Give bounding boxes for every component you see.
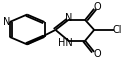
Text: N: N	[65, 13, 72, 23]
Text: O: O	[94, 2, 101, 12]
Text: Cl: Cl	[113, 25, 122, 35]
Text: HN: HN	[58, 38, 72, 48]
Text: N: N	[3, 17, 11, 27]
Text: O: O	[94, 49, 101, 59]
